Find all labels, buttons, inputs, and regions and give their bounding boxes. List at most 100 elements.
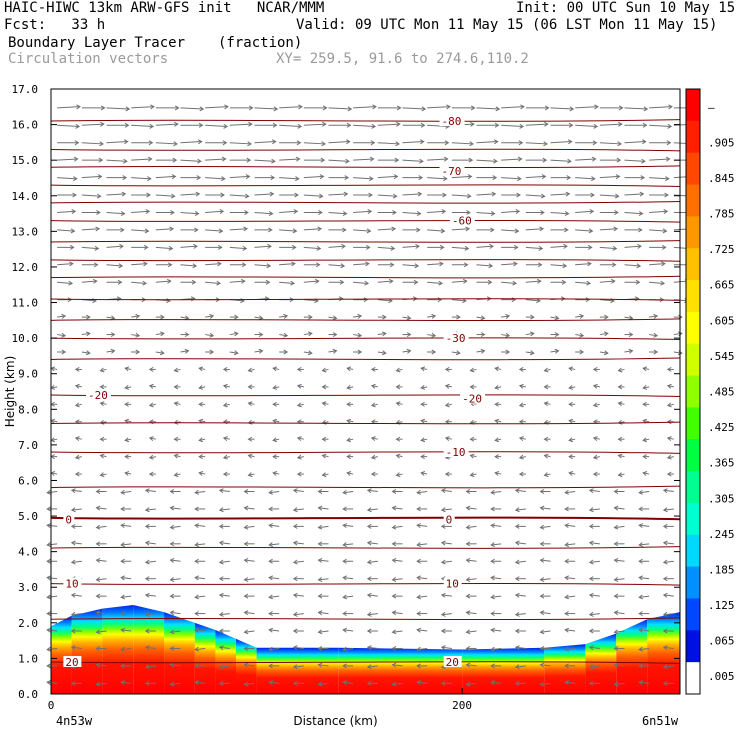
circulation-vector	[451, 142, 474, 145]
vector-arrowhead	[169, 226, 175, 232]
vector-arrowhead	[444, 471, 450, 477]
vector-arrowhead	[110, 348, 116, 354]
circulation-vector	[343, 681, 354, 684]
vector-arrowhead	[591, 176, 596, 182]
vector-arrowhead	[68, 280, 74, 286]
vector-arrowhead	[342, 523, 348, 529]
circulation-vector	[223, 456, 230, 459]
circulation-vector	[515, 613, 526, 616]
circulation-vector	[96, 559, 107, 562]
circulation-vector	[121, 629, 132, 632]
circulation-vector	[643, 367, 650, 370]
vector-arrowhead	[465, 541, 471, 547]
circulation-vector	[593, 456, 600, 459]
circulation-vector	[540, 682, 551, 686]
vector-arrowhead	[518, 436, 524, 442]
vector-arrowhead	[321, 384, 327, 390]
vector-arrowhead	[366, 628, 372, 634]
circulation-vector	[491, 681, 502, 684]
vector-arrowhead	[564, 558, 569, 564]
vector-arrowhead	[643, 106, 649, 112]
vector-arrowhead	[416, 680, 422, 685]
vector-arrowhead	[292, 488, 298, 494]
vector-arrowhead	[490, 611, 495, 617]
circulation-vector	[303, 246, 321, 250]
vector-arrowhead	[529, 350, 535, 356]
circulation-vector	[371, 456, 378, 459]
vector-arrowhead	[70, 540, 76, 546]
circulation-vector	[297, 456, 304, 459]
circulation-vector	[593, 437, 600, 440]
vector-arrowhead	[74, 140, 80, 146]
vector-arrowhead	[666, 436, 672, 442]
circulation-vector	[47, 576, 58, 580]
isotherm-label-bg	[439, 115, 465, 127]
vector-arrowhead	[490, 227, 495, 233]
colorbar-label: –	[708, 101, 715, 114]
circulation-vector	[540, 507, 551, 510]
circulation-vector	[279, 229, 297, 232]
vector-arrowhead	[640, 175, 646, 181]
vector-arrowhead	[415, 243, 420, 249]
circulation-vector	[618, 402, 625, 405]
circulation-vector	[303, 332, 312, 336]
circulation-vector	[205, 106, 228, 109]
vector-arrowhead	[666, 383, 672, 389]
vector-arrowhead	[123, 139, 129, 145]
vector-arrowhead	[668, 104, 673, 110]
vector-arrowhead	[588, 592, 594, 598]
vector-arrowhead	[514, 507, 520, 513]
circulation-vector	[565, 524, 576, 527]
vector-arrowhead	[539, 541, 545, 547]
circulation-vector	[180, 141, 202, 144]
vector-arrowhead	[638, 227, 643, 233]
circulation-vector	[417, 629, 428, 632]
isotherm-label: 10	[446, 578, 459, 591]
vector-arrowhead	[218, 559, 224, 565]
circulation-vector	[195, 491, 206, 494]
vector-arrowhead	[639, 191, 645, 197]
vector-arrowhead	[76, 104, 81, 110]
vector-arrowhead	[628, 348, 634, 354]
vector-arrowhead	[613, 610, 619, 616]
vector-arrowhead	[505, 313, 511, 319]
vector-arrowhead	[243, 557, 249, 563]
vector-arrowhead	[247, 367, 253, 373]
circulation-vector	[575, 210, 594, 213]
circulation-vector	[170, 611, 181, 615]
isotherm-line	[50, 219, 681, 223]
isotherm-label-bg	[63, 513, 75, 525]
y-tick-label: 15.0	[12, 154, 39, 167]
circulation-vector	[427, 106, 450, 109]
circulation-vector	[100, 473, 107, 476]
vector-arrowhead	[444, 366, 450, 372]
circulation-vector	[273, 472, 280, 475]
circulation-vector	[343, 595, 354, 598]
y-tick-label: 16.0	[12, 119, 39, 132]
vector-arrowhead	[494, 418, 500, 424]
circulation-vector	[180, 211, 199, 215]
vector-arrowhead	[371, 123, 377, 129]
vector-arrowhead	[144, 592, 150, 598]
circulation-vector	[269, 595, 280, 598]
circulation-vector	[501, 106, 524, 109]
circulation-vector	[639, 647, 650, 651]
vector-arrowhead	[413, 279, 419, 285]
vector-arrowhead	[416, 489, 422, 495]
circulation-vector	[106, 159, 127, 162]
vector-arrowhead	[456, 314, 461, 320]
circulation-vector	[427, 210, 446, 213]
field-units: (fraction)	[218, 35, 303, 51]
vector-arrowhead	[568, 401, 573, 407]
vector-arrowhead	[370, 454, 376, 460]
vector-arrowhead	[490, 506, 495, 512]
circulation-vector	[540, 664, 551, 667]
circulation-vector	[81, 123, 104, 126]
colorbar-swatch	[686, 439, 700, 472]
vector-arrowhead	[641, 139, 647, 145]
vector-arrowhead	[292, 680, 298, 686]
circulation-vector	[170, 682, 181, 686]
vector-arrowhead	[664, 192, 669, 198]
circulation-vector	[451, 175, 472, 179]
vector-arrowhead	[218, 228, 224, 234]
